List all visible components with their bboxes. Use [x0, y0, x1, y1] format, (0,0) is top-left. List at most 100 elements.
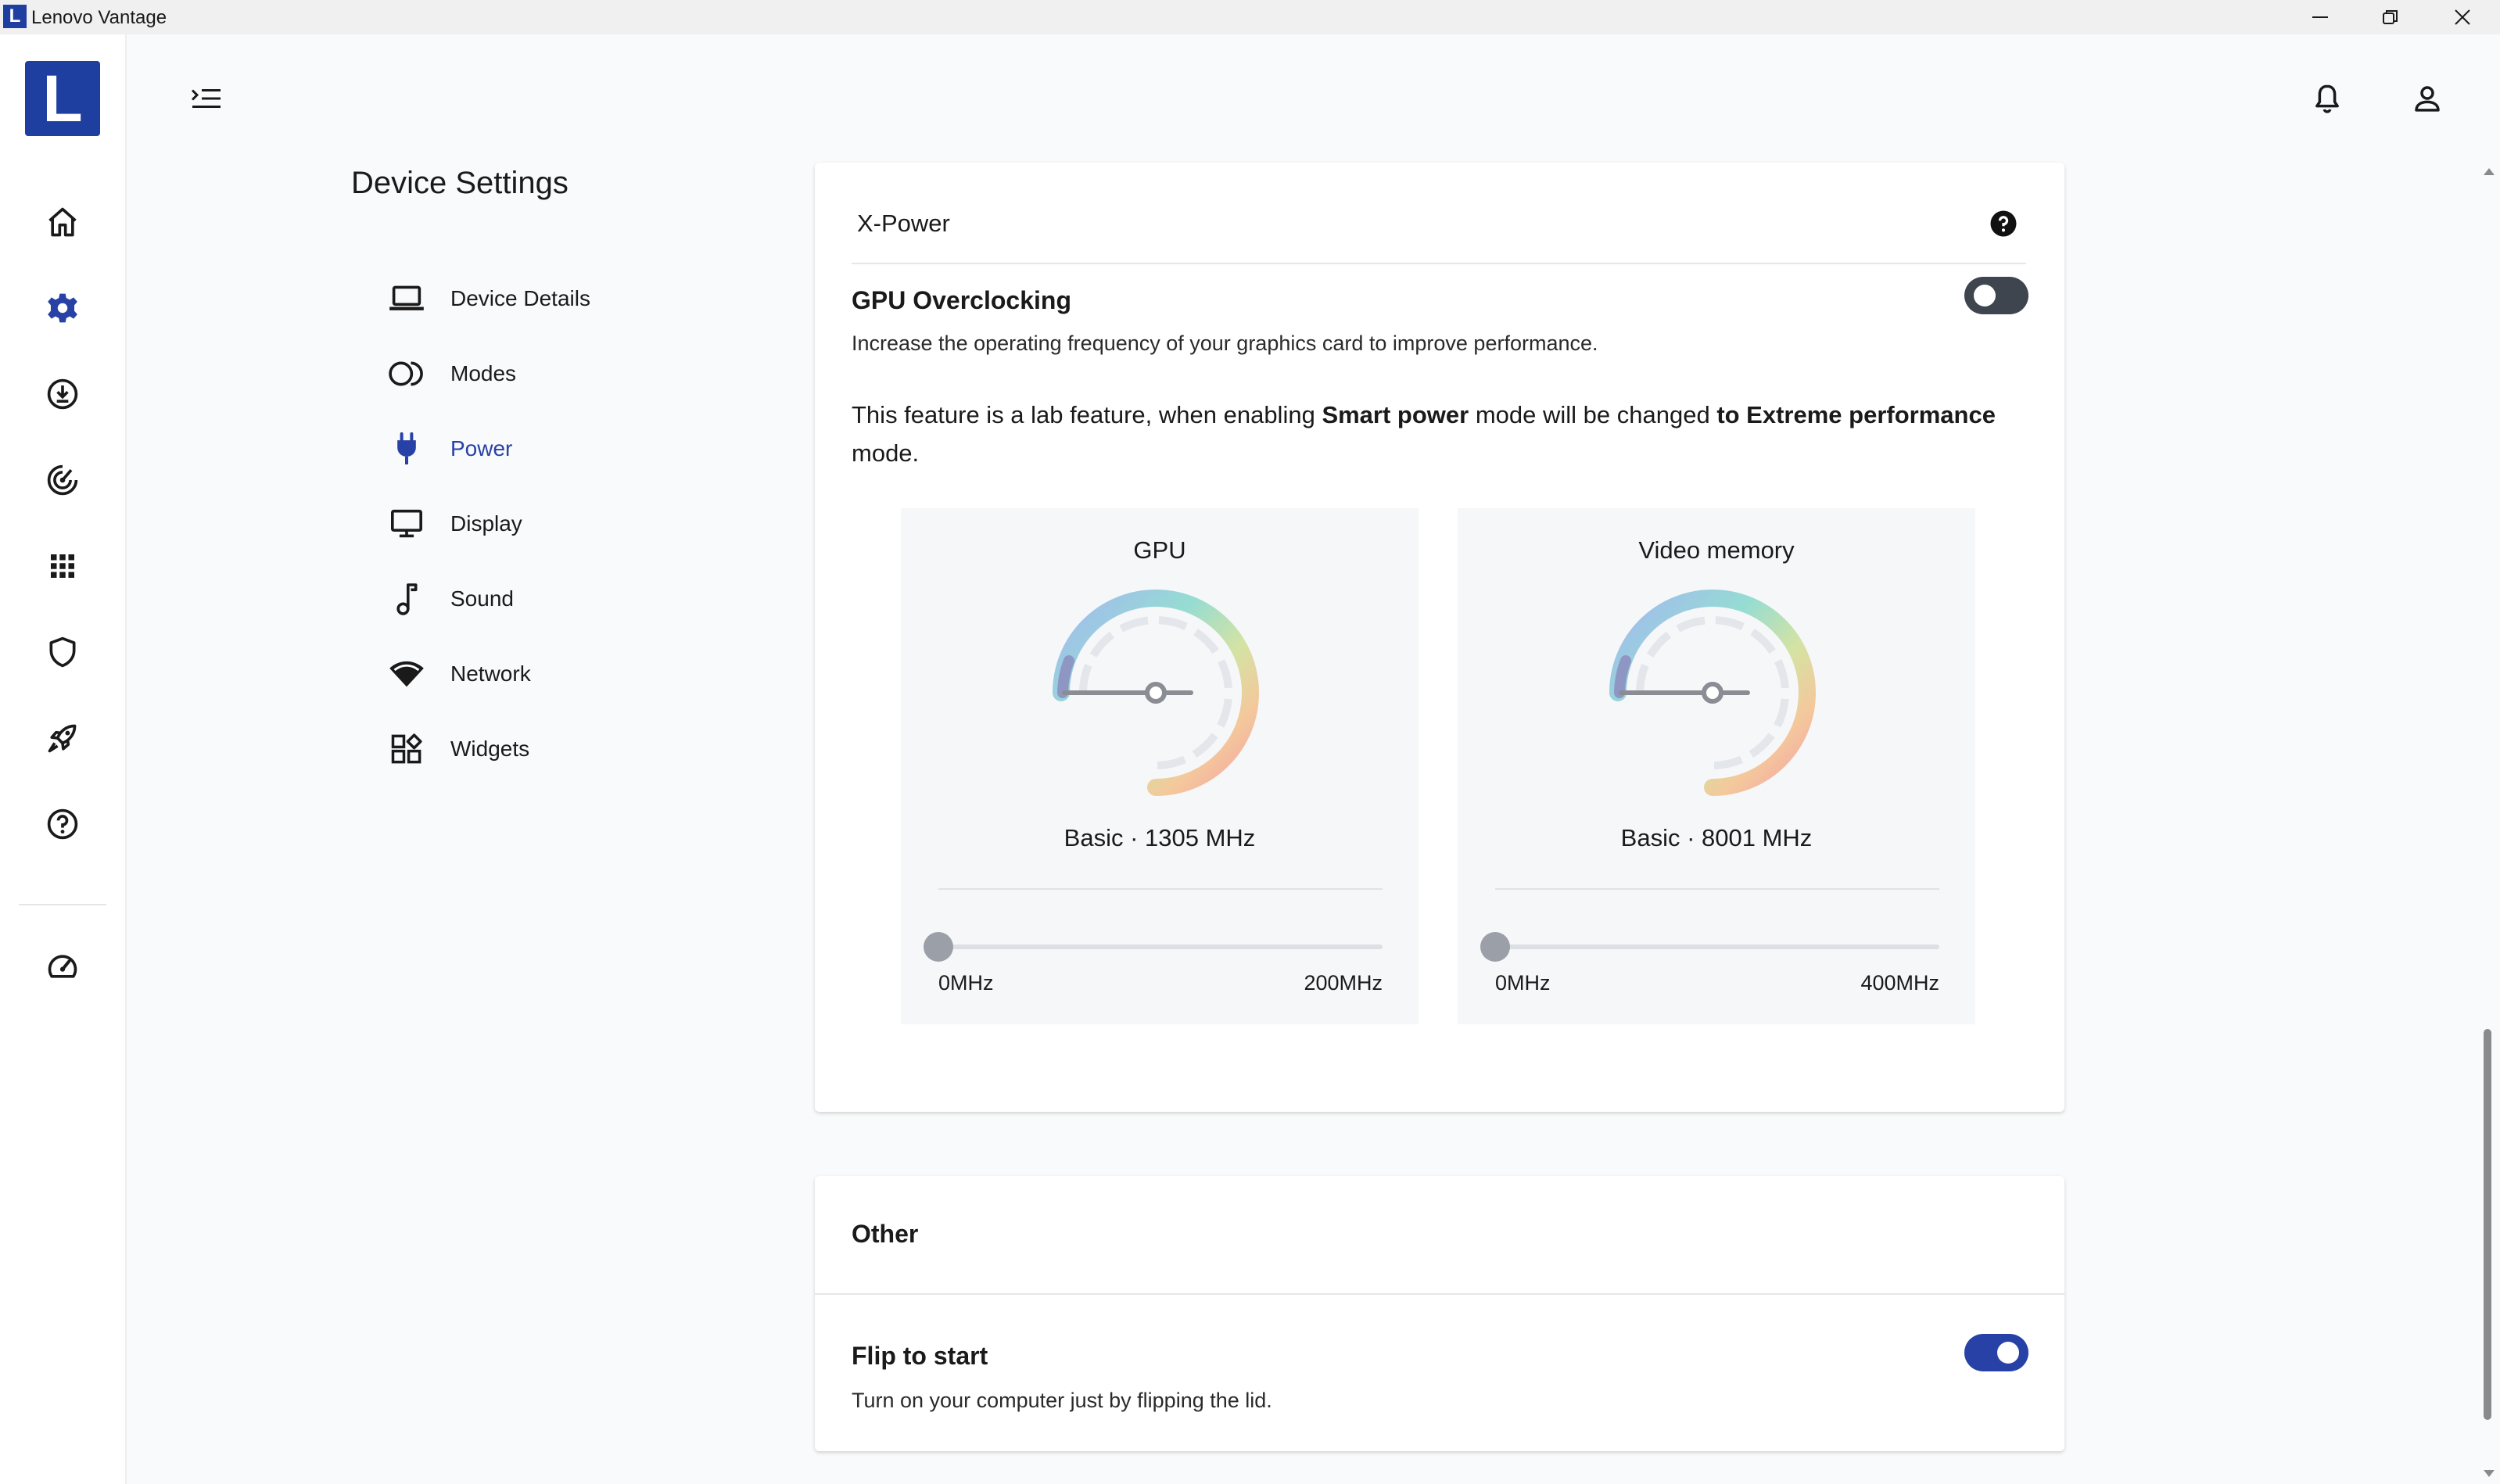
window-title: Lenovo Vantage: [31, 7, 167, 28]
gpu-gauge-dial: [1053, 590, 1259, 796]
nav-label: Widgets: [450, 737, 530, 761]
nav-display[interactable]: Display: [383, 500, 522, 547]
account-button[interactable]: [2405, 77, 2449, 120]
rail-apps[interactable]: [39, 543, 86, 590]
user-icon: [2415, 86, 2440, 112]
nav-device-details[interactable]: Device Details: [383, 275, 590, 322]
help-icon[interactable]: [1989, 210, 2018, 238]
notifications-button[interactable]: [2305, 77, 2349, 120]
other-divider: [815, 1293, 2064, 1295]
gauge-value-label: Basic · 1305 MHz: [1063, 824, 1256, 851]
other-header: Other: [852, 1220, 919, 1248]
gpu-overclocking-description: Increase the operating frequency of your…: [852, 332, 1598, 355]
close-icon: [2455, 9, 2470, 25]
scrollbar-thumb[interactable]: [2484, 1029, 2491, 1420]
apps-grid-icon: [51, 554, 74, 578]
modes-icon: [389, 361, 423, 386]
nav-widgets[interactable]: Widgets: [383, 726, 529, 772]
xpower-divider: [852, 263, 2026, 264]
xpower-header: X-Power: [857, 210, 950, 237]
device-settings-title: Device Settings: [351, 166, 569, 200]
rocket-icon: [48, 724, 77, 753]
laptop-icon: [389, 285, 424, 310]
gpu-overclocking-toggle[interactable]: [1964, 277, 2028, 314]
other-card: [815, 1176, 2064, 1451]
nav-label: Network: [450, 661, 531, 686]
caret-up-icon: [2484, 168, 2495, 175]
note-text: mode will be changed: [1469, 401, 1717, 428]
gpu-offset-slider-track[interactable]: [938, 945, 1383, 949]
flip-to-start-title: Flip to start: [852, 1342, 988, 1370]
scroll-up-button[interactable]: [2480, 164, 2498, 178]
collapse-menu-button[interactable]: [185, 77, 228, 120]
nav-label: Sound: [450, 586, 514, 611]
minimize-button[interactable]: [2285, 0, 2355, 34]
slider-min-label: 0MHz: [938, 971, 994, 995]
gauge-divider: [938, 888, 1383, 890]
gpu-overclocking-title: GPU Overclocking: [852, 286, 1071, 314]
music-note-icon: [396, 583, 418, 615]
toggle-knob: [1974, 285, 1996, 306]
slider-max-label: 200MHz: [1304, 971, 1383, 995]
nav-label: Display: [450, 511, 522, 536]
lenovo-logo[interactable]: L: [25, 61, 100, 136]
widgets-icon: [391, 733, 422, 764]
wifi-icon: [389, 661, 424, 687]
gpu-offset-slider-thumb[interactable]: [924, 932, 953, 962]
rail-home[interactable]: [39, 199, 86, 246]
rail-divider: [19, 904, 106, 905]
note-text: mode.: [852, 439, 920, 467]
restore-icon: [2383, 10, 2398, 24]
gear-icon: [48, 293, 77, 323]
flip-to-start-toggle[interactable]: [1964, 1334, 2028, 1371]
plug-icon: [397, 432, 416, 464]
gauge-title: GPU: [1133, 536, 1186, 564]
scroll-down-button[interactable]: [2480, 1467, 2498, 1481]
nav-label: Device Details: [450, 286, 590, 310]
app-logo-icon: L: [3, 5, 27, 28]
help-circle-icon: [47, 808, 78, 840]
title-bar: L Lenovo Vantage: [0, 0, 2500, 34]
rail-system-update[interactable]: [39, 371, 86, 418]
home-icon: [48, 207, 77, 237]
note-bold-smart-power: Smart power: [1322, 401, 1469, 428]
gpu-gauge-panel: GPU Basic · 1305 MHz 0MHz 200MHz: [901, 508, 1419, 1024]
radar-icon: [47, 464, 78, 496]
monitor-icon: [391, 509, 422, 538]
restore-button[interactable]: [2355, 0, 2426, 34]
speedometer-icon: [48, 955, 77, 978]
caret-down-icon: [2484, 1470, 2495, 1477]
bell-icon: [2315, 84, 2339, 113]
lab-feature-note: This feature is a lab feature, when enab…: [852, 396, 2032, 472]
nav-sound[interactable]: Sound: [383, 575, 514, 622]
nav-label: Power: [450, 436, 513, 461]
video-memory-gauge-panel: Video memory Basic · 8001 MHz 0MHz 400MH…: [1458, 508, 1975, 1024]
gauge-divider: [1495, 888, 1939, 890]
video-memory-offset-slider-track[interactable]: [1495, 945, 1939, 949]
nav-network[interactable]: Network: [383, 651, 531, 697]
nav-modes[interactable]: Modes: [383, 350, 516, 397]
rail-boost[interactable]: [39, 715, 86, 762]
rail-speedometer[interactable]: [39, 943, 86, 990]
download-circle-icon: [47, 378, 78, 410]
rail-security[interactable]: [39, 629, 86, 676]
rail-help[interactable]: [39, 801, 86, 848]
slider-min-label: 0MHz: [1495, 971, 1551, 995]
flip-to-start-description: Turn on your computer just by flipping t…: [852, 1389, 1272, 1412]
slider-max-label: 400MHz: [1860, 971, 1939, 995]
nav-power[interactable]: Power: [383, 425, 512, 472]
nav-label: Modes: [450, 361, 517, 385]
gauge-value-label: Basic · 8001 MHz: [1620, 824, 1813, 851]
minimize-icon: [2312, 16, 2328, 18]
toggle-knob: [1997, 1342, 2019, 1364]
video-memory-gauge-dial: [1609, 590, 1816, 796]
rail-gaming[interactable]: [39, 457, 86, 504]
note-bold-extreme: to Extreme performance: [1716, 401, 1996, 428]
menu-collapse-icon: [191, 89, 221, 108]
shield-icon: [49, 636, 76, 668]
gauge-title: Video memory: [1638, 536, 1795, 564]
rail-device-settings[interactable]: [39, 285, 86, 332]
close-button[interactable]: [2427, 0, 2498, 34]
video-memory-offset-slider-thumb[interactable]: [1480, 932, 1510, 962]
note-text: This feature is a lab feature, when enab…: [852, 401, 1322, 428]
